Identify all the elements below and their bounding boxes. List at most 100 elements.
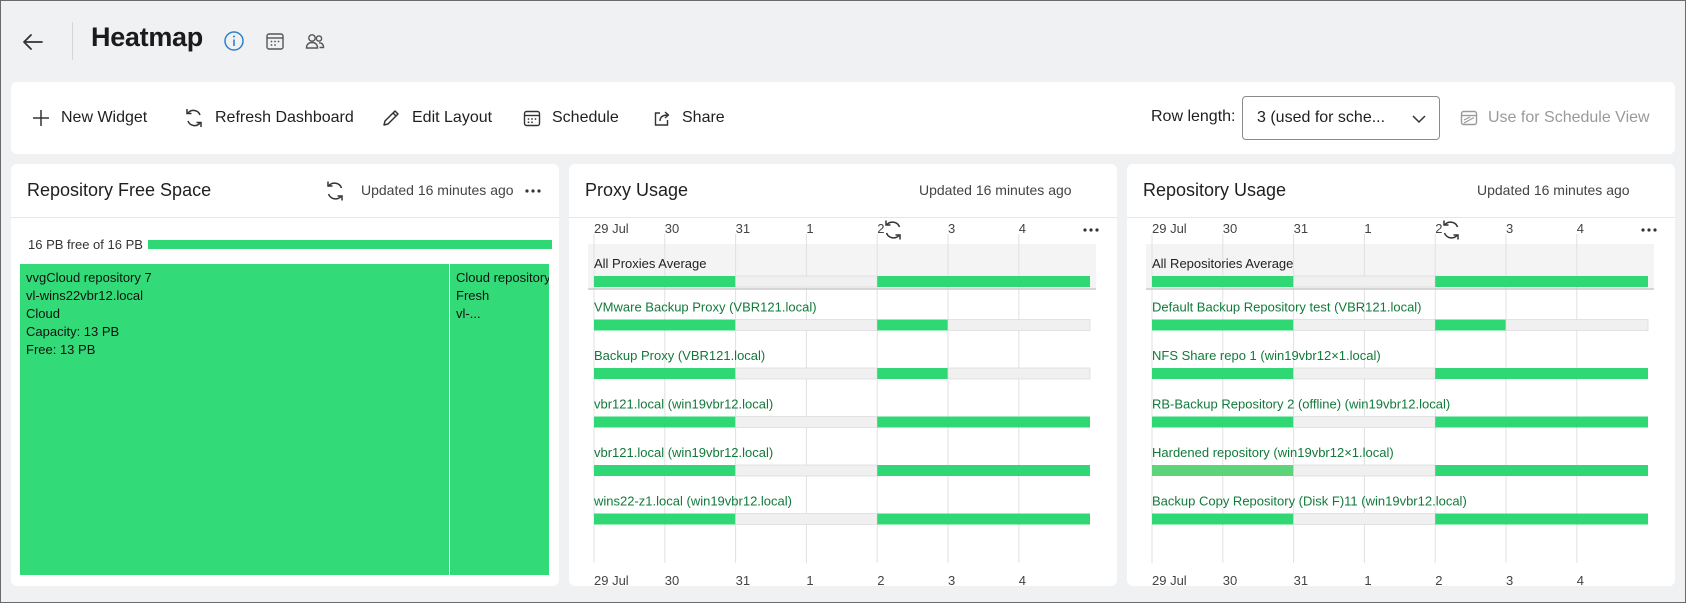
heat-cell[interactable] xyxy=(735,464,878,477)
refresh-icon xyxy=(186,109,202,127)
schedule-label: Schedule xyxy=(552,109,619,126)
refresh-dashboard-label: Refresh Dashboard xyxy=(215,109,354,126)
pencil-icon xyxy=(383,110,399,126)
heat-cell[interactable] xyxy=(1435,276,1506,287)
heat-cell[interactable] xyxy=(1435,319,1506,331)
edit-layout-button[interactable]: Edit Layout xyxy=(380,82,492,154)
heat-cell[interactable] xyxy=(1293,513,1436,525)
more-options-icon[interactable] xyxy=(521,179,545,203)
tile-line: vvgCloud repository 7 xyxy=(26,270,152,285)
heat-cell[interactable] xyxy=(1506,276,1648,287)
heat-cell[interactable] xyxy=(1293,275,1436,288)
x-tick-label: 4 xyxy=(1577,573,1584,586)
treemap-tile[interactable]: vvgCloud repository 7 vl-wins22vbr12.loc… xyxy=(20,264,449,575)
widget-header: Proxy Usage Updated 16 minutes ago xyxy=(569,164,1117,240)
heat-cell[interactable] xyxy=(735,513,878,525)
heat-cell[interactable] xyxy=(1505,319,1649,331)
info-icon[interactable] xyxy=(222,29,246,53)
heat-cell[interactable] xyxy=(1435,465,1506,476)
refresh-icon[interactable] xyxy=(323,179,347,203)
heat-cell[interactable] xyxy=(1152,465,1294,476)
new-widget-button[interactable]: New Widget xyxy=(31,82,147,154)
row-label[interactable]: wins22-z1.local (win19vbr12.local) xyxy=(593,494,792,509)
widget-title: Proxy Usage xyxy=(585,180,689,200)
refresh-icon[interactable] xyxy=(881,218,905,242)
refresh-icon[interactable] xyxy=(1439,218,1463,242)
schedule-button[interactable]: Schedule xyxy=(522,82,619,154)
row-label[interactable]: vbr121.local (win19vbr12.local) xyxy=(594,397,773,412)
heat-cell[interactable] xyxy=(877,513,948,525)
heat-cell[interactable] xyxy=(735,367,878,380)
heat-cell[interactable] xyxy=(1293,367,1436,380)
heat-cell[interactable] xyxy=(877,416,948,428)
heat-cell[interactable] xyxy=(735,319,878,331)
free-space-bar xyxy=(148,240,552,249)
row-label[interactable]: Hardened repository (win19vbr12×1.local) xyxy=(1152,445,1394,460)
heat-cell[interactable] xyxy=(594,513,736,525)
widget-title: Repository Usage xyxy=(1143,180,1287,200)
heat-cell[interactable] xyxy=(948,416,1090,428)
heat-cell[interactable] xyxy=(1152,513,1294,525)
x-tick-label: 29 Jul xyxy=(594,221,629,236)
row-label[interactable]: All Proxies Average xyxy=(594,256,707,271)
x-tick-label: 3 xyxy=(1506,221,1513,236)
heat-cell[interactable] xyxy=(877,276,948,287)
proxy-usage-heatmap: 29 Jul 29 Jul 30 30 31 31 1 1 2 2 3 3 4 4 All Proxies … xyxy=(588,221,1096,586)
heat-cell[interactable] xyxy=(594,368,736,379)
users-icon[interactable] xyxy=(303,29,327,53)
heat-cell[interactable] xyxy=(1152,368,1294,379)
heat-cell[interactable] xyxy=(947,319,1091,331)
heat-cell[interactable] xyxy=(594,416,736,428)
plus-icon xyxy=(33,110,49,126)
x-tick-label: 2 xyxy=(1435,573,1442,586)
heat-cell[interactable] xyxy=(1435,368,1506,379)
heat-cell[interactable] xyxy=(594,276,736,287)
heat-cell[interactable] xyxy=(1506,368,1648,379)
heat-cell[interactable] xyxy=(877,368,948,379)
refresh-dashboard-button[interactable]: Refresh Dashboard xyxy=(183,82,354,154)
row-label[interactable]: Backup Proxy (VBR121.local) xyxy=(594,348,765,363)
heat-cell[interactable] xyxy=(1506,465,1648,476)
heat-cell[interactable] xyxy=(735,275,878,288)
heat-cell[interactable] xyxy=(948,276,1090,287)
x-tick-label: 4 xyxy=(1019,221,1026,236)
heat-cell[interactable] xyxy=(1435,416,1506,428)
row-label[interactable]: Backup Copy Repository (Disk F)11 (win19… xyxy=(1152,494,1467,509)
heat-cell[interactable] xyxy=(1293,464,1436,477)
heat-cell[interactable] xyxy=(1506,513,1648,525)
heat-cell[interactable] xyxy=(594,319,736,331)
use-for-schedule-view-button[interactable]: Use for Schedule View xyxy=(1460,82,1650,154)
heat-cell[interactable] xyxy=(1293,416,1436,428)
more-options-icon[interactable] xyxy=(1637,218,1661,242)
heat-cell[interactable] xyxy=(948,513,1090,525)
row-label[interactable]: vbr121.local (win19vbr12.local) xyxy=(594,445,773,460)
treemap-tile[interactable]: Cloud repository Fresh vl-... xyxy=(450,264,549,575)
x-tick-label: 31 xyxy=(736,573,750,586)
heat-cell[interactable] xyxy=(1152,276,1294,287)
row-length-select[interactable]: 3 (used for sche... xyxy=(1242,96,1440,140)
schedule-view-icon xyxy=(1460,110,1478,126)
row-label[interactable]: VMware Backup Proxy (VBR121.local) xyxy=(594,300,817,315)
row-label[interactable]: RB-Backup Repository 2 (offline) (win19v… xyxy=(1152,397,1450,412)
more-options-icon[interactable] xyxy=(1079,218,1103,242)
widget-repository-usage: Repository Usage Updated 16 minutes ago … xyxy=(1127,164,1675,586)
heat-cell[interactable] xyxy=(594,465,736,476)
heat-cell[interactable] xyxy=(1506,416,1648,428)
share-button[interactable]: Share xyxy=(652,82,725,154)
heat-cell[interactable] xyxy=(877,465,948,476)
heat-cell[interactable] xyxy=(735,416,878,428)
heat-cell[interactable] xyxy=(877,319,948,331)
x-tick-label: 4 xyxy=(1577,221,1584,236)
heat-cell[interactable] xyxy=(947,367,1091,380)
heat-cell[interactable] xyxy=(1293,319,1436,331)
calendar-icon[interactable] xyxy=(263,29,287,53)
heat-cell[interactable] xyxy=(1152,416,1294,428)
row-label[interactable]: All Repositories Average xyxy=(1152,256,1293,271)
back-arrow-icon[interactable] xyxy=(18,27,48,57)
toolbar: New Widget Refresh Dashboard Edit Layout… xyxy=(11,82,1675,154)
row-label[interactable]: NFS Share repo 1 (win19vbr12×1.local) xyxy=(1152,348,1381,363)
row-label[interactable]: Default Backup Repository test (VBR121.l… xyxy=(1152,300,1422,315)
heat-cell[interactable] xyxy=(1435,513,1506,525)
heat-cell[interactable] xyxy=(1152,319,1294,331)
heat-cell[interactable] xyxy=(948,465,1090,476)
